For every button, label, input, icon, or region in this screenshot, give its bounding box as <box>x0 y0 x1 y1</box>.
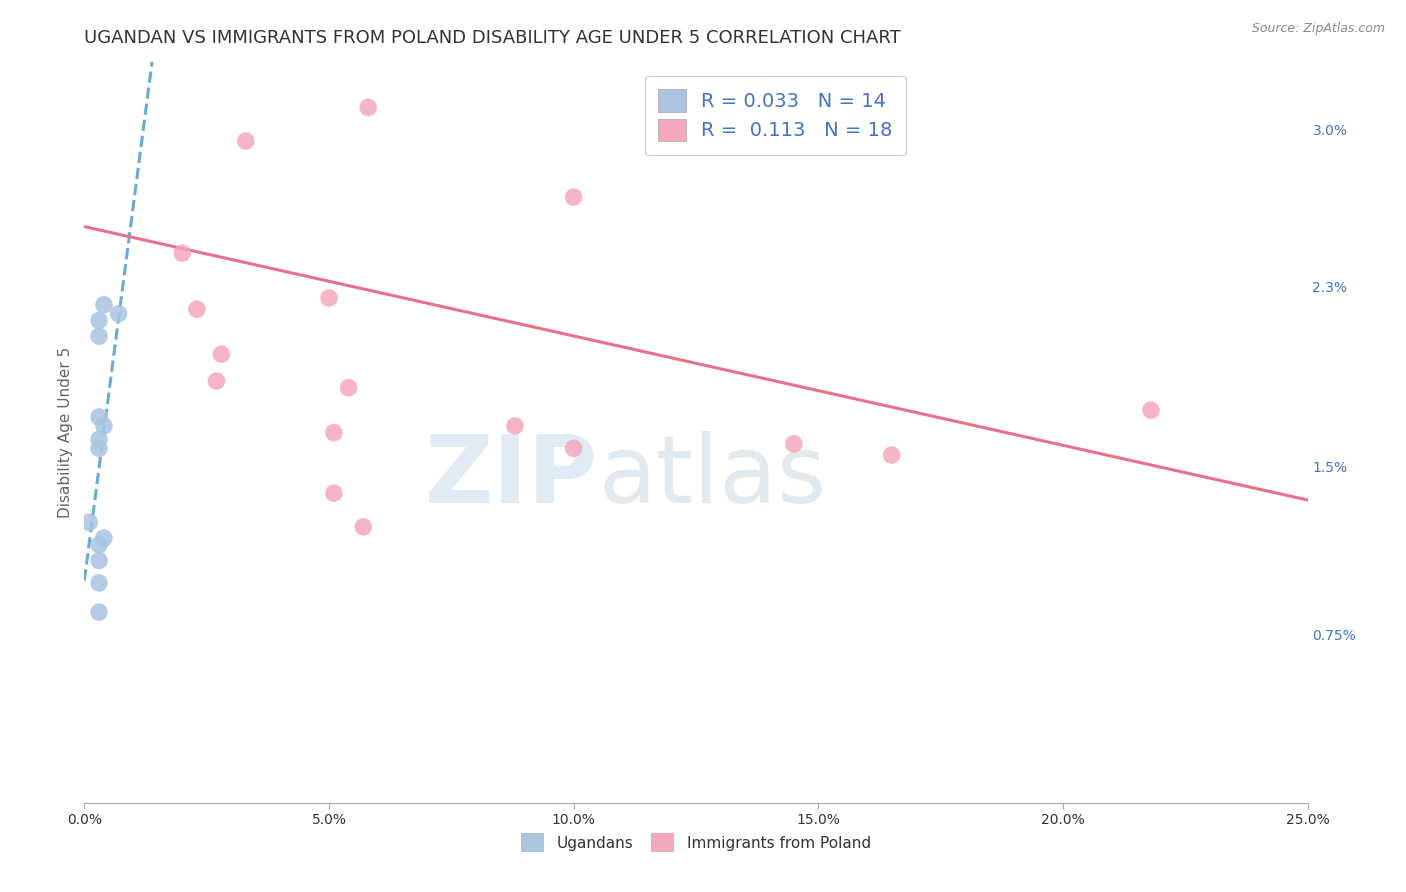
Point <box>322 425 344 440</box>
Point <box>87 553 110 567</box>
Point <box>107 307 129 321</box>
Point <box>87 409 110 424</box>
Point <box>205 374 228 388</box>
Point <box>87 442 110 456</box>
Point <box>337 381 360 395</box>
Point <box>357 100 380 114</box>
Point <box>87 576 110 591</box>
Point <box>1140 403 1163 417</box>
Point <box>93 531 115 545</box>
Point <box>562 442 585 456</box>
Point <box>87 433 110 447</box>
Point <box>783 437 806 451</box>
Text: Source: ZipAtlas.com: Source: ZipAtlas.com <box>1251 22 1385 36</box>
Text: ZIP: ZIP <box>425 431 598 523</box>
Point <box>322 486 344 500</box>
Point <box>77 516 100 530</box>
Point <box>87 538 110 552</box>
Point <box>93 418 115 433</box>
Point <box>880 448 903 462</box>
Text: atlas: atlas <box>598 431 827 523</box>
Point <box>87 329 110 343</box>
Point <box>503 418 526 433</box>
Legend: Ugandans, Immigrants from Poland: Ugandans, Immigrants from Poland <box>515 827 877 858</box>
Point <box>87 313 110 327</box>
Point <box>562 190 585 204</box>
Text: UGANDAN VS IMMIGRANTS FROM POLAND DISABILITY AGE UNDER 5 CORRELATION CHART: UGANDAN VS IMMIGRANTS FROM POLAND DISABI… <box>84 29 901 47</box>
Point <box>318 291 340 305</box>
Point <box>87 605 110 619</box>
Point <box>93 298 115 312</box>
Point <box>186 302 208 317</box>
Point <box>209 347 232 361</box>
Point <box>235 134 257 148</box>
Point <box>352 520 374 534</box>
Point <box>172 246 194 260</box>
Y-axis label: Disability Age Under 5: Disability Age Under 5 <box>58 347 73 518</box>
